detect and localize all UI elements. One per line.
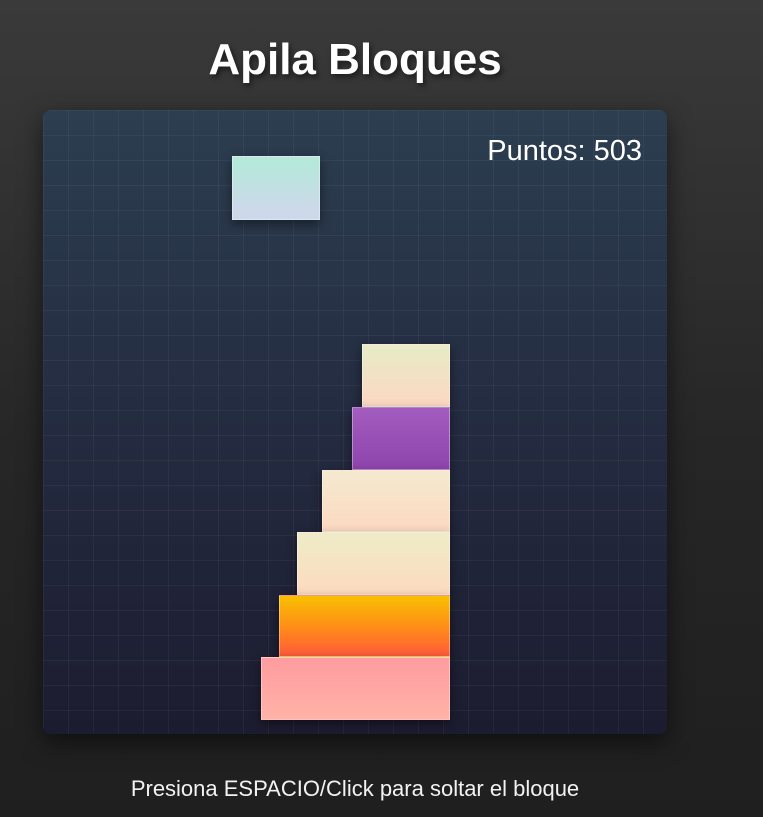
moving-block [232,156,320,220]
stacked-block-3 [297,532,450,595]
instructions-text: Presiona ESPACIO/Click para soltar el bl… [130,776,580,801]
game-title: Apila Bloques [208,35,502,84]
stacked-block-5 [352,407,450,470]
score-display: Puntos: 503 [487,134,642,168]
stacked-block-6 [362,344,450,407]
stacked-block-4 [322,470,450,532]
stacked-block-1 [261,657,450,720]
score-value: 503 [593,135,642,167]
stacked-block-2 [279,595,450,657]
score-label: Puntos: [487,135,586,167]
game-canvas[interactable]: Puntos: 503 [43,110,667,734]
